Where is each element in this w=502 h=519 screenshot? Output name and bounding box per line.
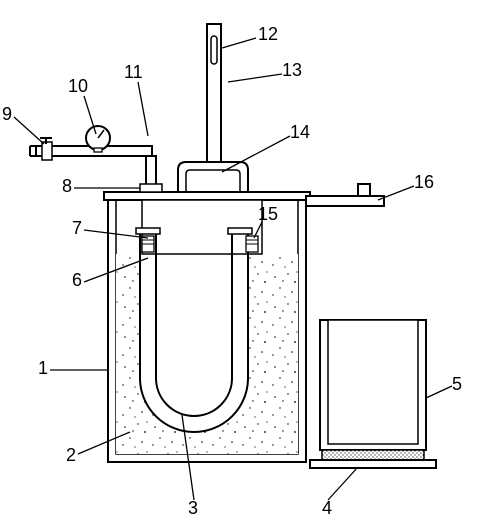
label-7: 7 [72,218,82,239]
lid [104,192,310,200]
label-11: 11 [124,62,143,83]
label-4: 4 [322,498,332,519]
label-1: 1 [38,358,48,379]
label-2: 2 [66,445,76,466]
label-3: 3 [188,498,198,519]
valve-assembly [30,126,162,192]
label-15: 15 [258,204,278,225]
base-plate [310,460,436,468]
label-10: 10 [68,76,88,97]
clip-right [246,236,258,252]
rod-slot [211,36,217,64]
side-box [310,320,436,468]
label-13: 13 [282,60,302,81]
label-16: 16 [414,172,434,193]
label-14: 14 [290,122,310,143]
side-arm [306,184,384,206]
handle [178,162,248,192]
label-12: 12 [258,24,278,45]
label-8: 8 [62,176,72,197]
label-6: 6 [72,270,82,291]
label-9: 9 [2,104,12,125]
label-5: 5 [452,374,462,395]
clip-left [142,236,154,252]
